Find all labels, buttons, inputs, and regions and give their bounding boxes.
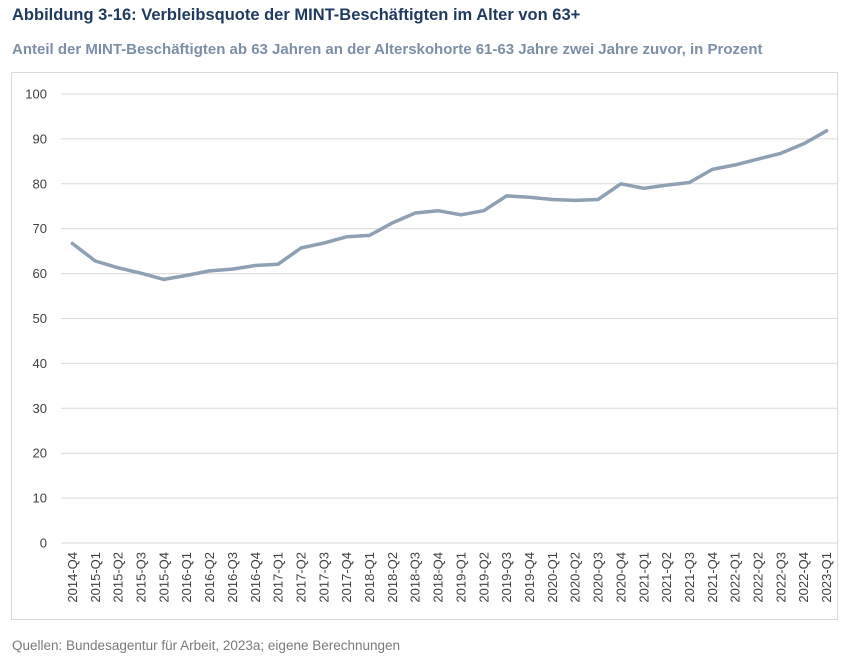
- y-tick-label: 30: [33, 401, 47, 416]
- x-tick-label: 2021-Q2: [659, 552, 674, 603]
- x-tick-label: 2020-Q1: [545, 552, 560, 603]
- y-tick-label: 40: [33, 356, 47, 371]
- x-tick-label: 2018-Q2: [385, 552, 400, 603]
- x-tick-label: 2016-Q1: [179, 552, 194, 603]
- x-tick-label: 2018-Q3: [408, 552, 423, 603]
- x-tick-label: 2019-Q4: [522, 552, 537, 603]
- x-tick-label: 2018-Q4: [431, 552, 446, 603]
- x-tick-label: 2022-Q3: [773, 552, 788, 603]
- x-tick-label: 2021-Q1: [636, 552, 651, 603]
- x-tick-label: 2022-Q4: [796, 552, 811, 603]
- x-tick-label: 2017-Q4: [339, 552, 354, 603]
- x-tick-label: 2017-Q1: [271, 552, 286, 603]
- y-tick-label: 10: [33, 491, 47, 506]
- x-tick-label: 2015-Q1: [88, 552, 103, 603]
- x-tick-label: 2017-Q2: [293, 552, 308, 603]
- x-tick-label: 2018-Q1: [362, 552, 377, 603]
- x-tick-label: 2015-Q3: [133, 552, 148, 603]
- x-tick-label: 2022-Q2: [751, 552, 766, 603]
- y-tick-label: 80: [33, 176, 47, 191]
- x-tick-label: 2021-Q4: [705, 552, 720, 603]
- x-axis-tick-labels: 2014-Q4 2015-Q1 2015-Q2 2015-Q3 2015-Q4 2016-…: [65, 552, 834, 603]
- x-tick-label: 2015-Q4: [156, 552, 171, 603]
- y-tick-label: 20: [33, 446, 47, 461]
- x-tick-label: 2020-Q4: [613, 552, 628, 603]
- x-tick-label: 2016-Q2: [202, 552, 217, 603]
- y-tick-label: 60: [33, 266, 47, 281]
- x-tick-label: 2022-Q1: [728, 552, 743, 603]
- x-tick-label: 2019-Q2: [476, 552, 491, 603]
- x-tick-label: 2015-Q2: [111, 552, 126, 603]
- gridlines: [61, 93, 838, 544]
- source-note: Quellen: Bundesagentur für Arbeit, 2023a…: [12, 638, 401, 653]
- x-tick-label: 2019-Q1: [453, 552, 468, 603]
- x-tick-label: 2017-Q3: [316, 552, 331, 603]
- x-tick-label: 2019-Q3: [499, 552, 514, 603]
- chart-frame: [11, 72, 838, 620]
- x-tick-label: 2016-Q3: [225, 552, 240, 603]
- y-tick-label: 0: [40, 536, 47, 551]
- y-tick-label: 100: [25, 87, 47, 102]
- series-line-0: [70, 129, 829, 282]
- chart-title: Abbildung 3-16: Verbleibsquote der MINT-…: [12, 6, 581, 24]
- x-tick-label: 2020-Q2: [568, 552, 583, 603]
- y-tick-label: 50: [33, 311, 47, 326]
- x-tick-label: 2016-Q4: [248, 552, 263, 603]
- x-tick-label: 2023-Q1: [819, 552, 834, 603]
- y-axis-tick-labels: 0 10 20 30 40 50 60 70 80 90 100: [25, 87, 47, 551]
- x-tick-label: 2014-Q4: [65, 552, 80, 603]
- series-layer: [70, 129, 829, 282]
- x-tick-label: 2021-Q3: [682, 552, 697, 603]
- x-tick-label: 2020-Q3: [591, 552, 606, 603]
- y-tick-label: 90: [33, 131, 47, 146]
- chart-subtitle: Anteil der MINT-Beschäftigten ab 63 Jahr…: [12, 41, 763, 58]
- y-tick-label: 70: [33, 221, 47, 236]
